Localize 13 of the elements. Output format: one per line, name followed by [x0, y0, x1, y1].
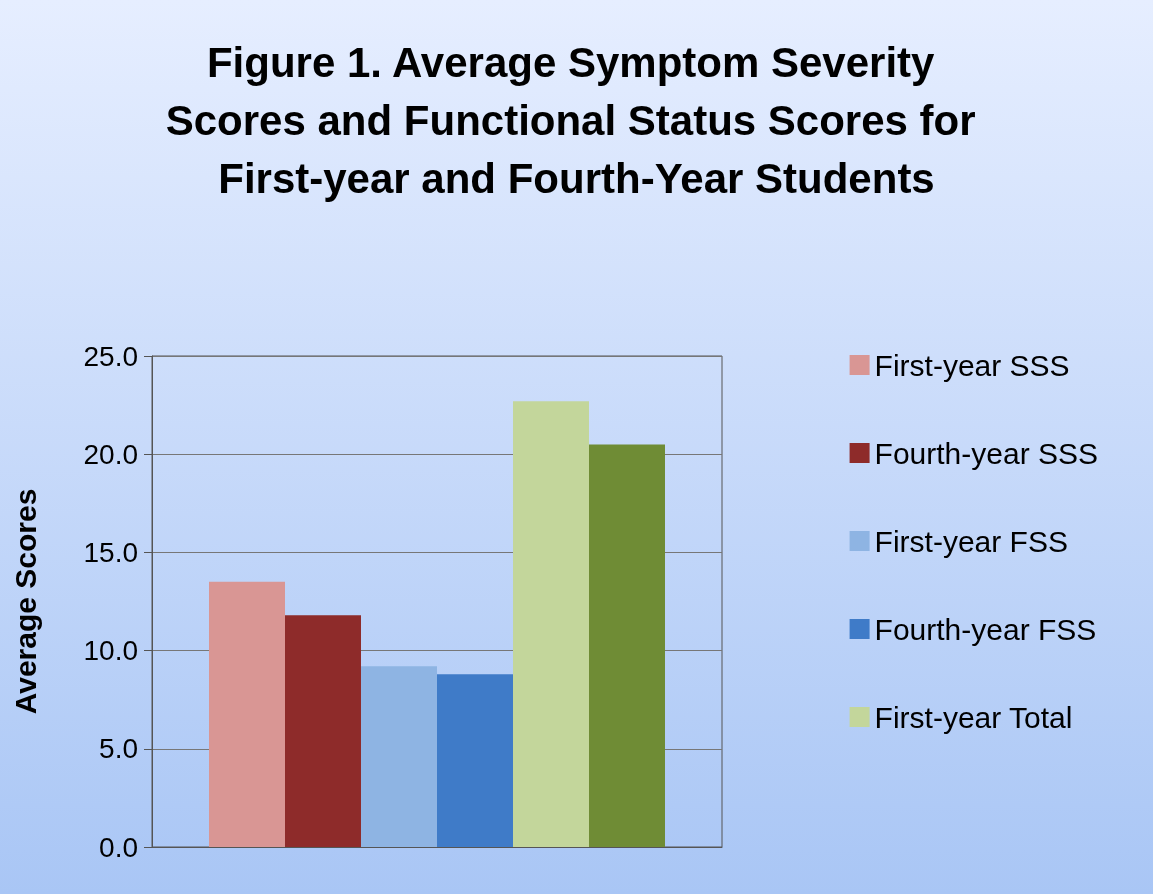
legend-label: First-year SSS [874, 348, 1070, 382]
y-tick-label: 25.0 [83, 340, 138, 372]
y-axis-title: Average Scores [8, 488, 42, 715]
y-tick-label: 0.0 [99, 831, 138, 863]
y-tick-label: 5.0 [99, 733, 138, 765]
legend-label: First-year Total [874, 700, 1073, 734]
y-tick-label: 10.0 [83, 635, 138, 667]
legend-label: Fourth-year SSS [874, 436, 1098, 470]
chart-title: Figure 1. Average Symptom Severity Scores and Functional Status Scores for First-year and Fourth-Year Students [165, 38, 988, 202]
legend-label: First-year FSS [874, 524, 1068, 558]
y-tick-label: 15.0 [83, 536, 138, 568]
legend-label: Fourth-year FSS [874, 612, 1097, 646]
y-tick-label: 20.0 [83, 438, 138, 470]
